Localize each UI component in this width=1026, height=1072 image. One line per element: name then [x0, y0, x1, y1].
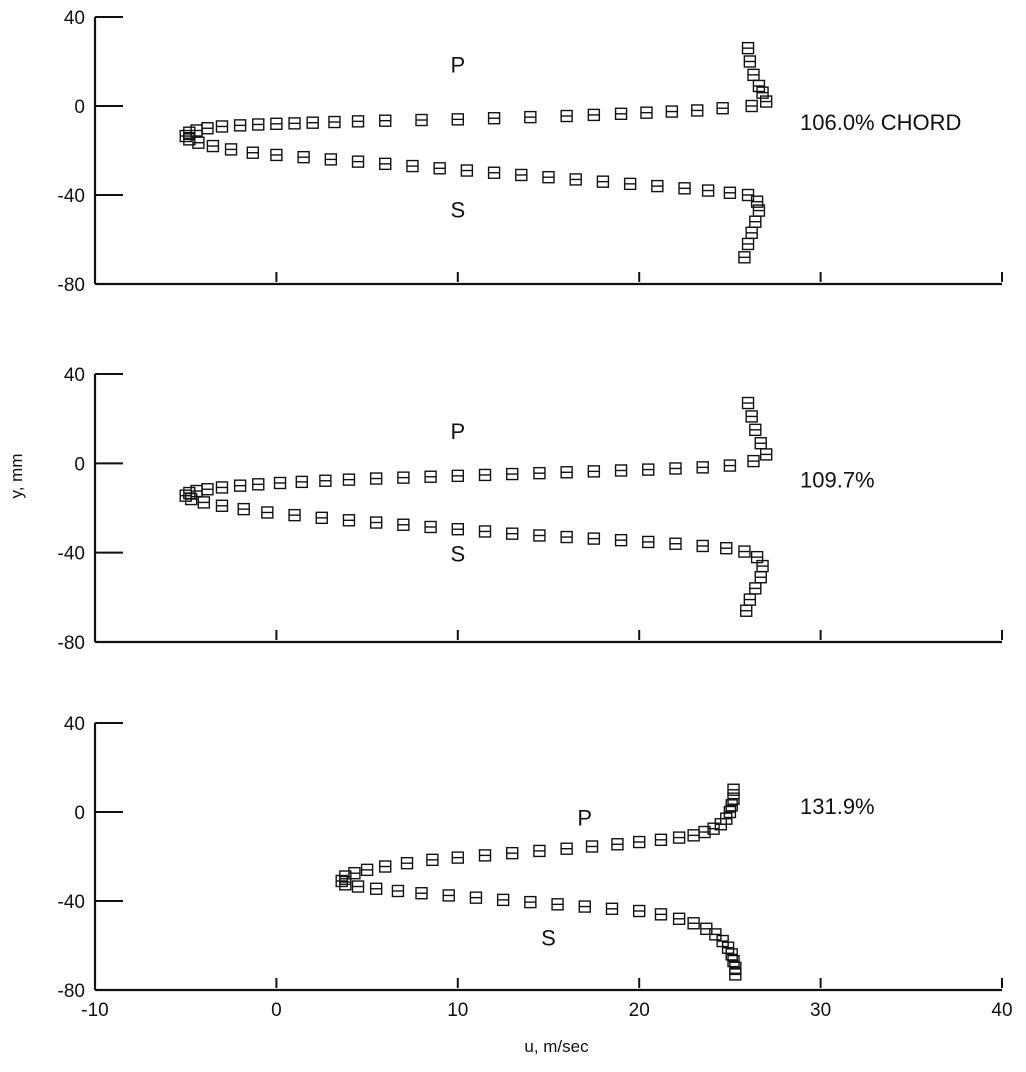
y-tick-label: 0 [74, 97, 85, 118]
x-tick-label: 40 [991, 1000, 1012, 1021]
y-tick-label: 0 [74, 454, 85, 475]
y-tick-label: -40 [58, 544, 85, 565]
pressure-side-label: P [450, 53, 465, 78]
y-tick-label: -40 [58, 186, 85, 207]
y-tick-label: -80 [58, 981, 85, 1002]
x-axis-title: u, m/sec [524, 1037, 589, 1056]
y-tick-label: -80 [58, 275, 85, 296]
y-tick-label: 40 [64, 365, 85, 386]
pressure-side-label: P [450, 419, 465, 444]
x-tick-label: 0 [271, 1000, 282, 1021]
station-label: 109.7% [800, 467, 875, 492]
y-tick-label: -80 [58, 633, 85, 654]
y-tick-label: 0 [74, 803, 85, 824]
x-tick-label: 20 [629, 1000, 650, 1021]
y-tick-label: 40 [64, 8, 85, 29]
x-tick-label: 30 [810, 1000, 831, 1021]
suction-side-label: S [450, 542, 465, 567]
suction-side-label: S [450, 197, 465, 222]
x-tick-label: -10 [81, 1000, 108, 1021]
x-tick-label: 10 [447, 1000, 468, 1021]
y-tick-label: 40 [64, 714, 85, 735]
station-label: 106.0% CHORD [800, 110, 961, 135]
station-label: 131.9% [800, 794, 875, 819]
y-tick-label: -40 [58, 892, 85, 913]
y-axis-title: y, mm [7, 453, 26, 498]
pressure-side-label: P [577, 805, 592, 830]
suction-side-label: S [541, 926, 556, 951]
